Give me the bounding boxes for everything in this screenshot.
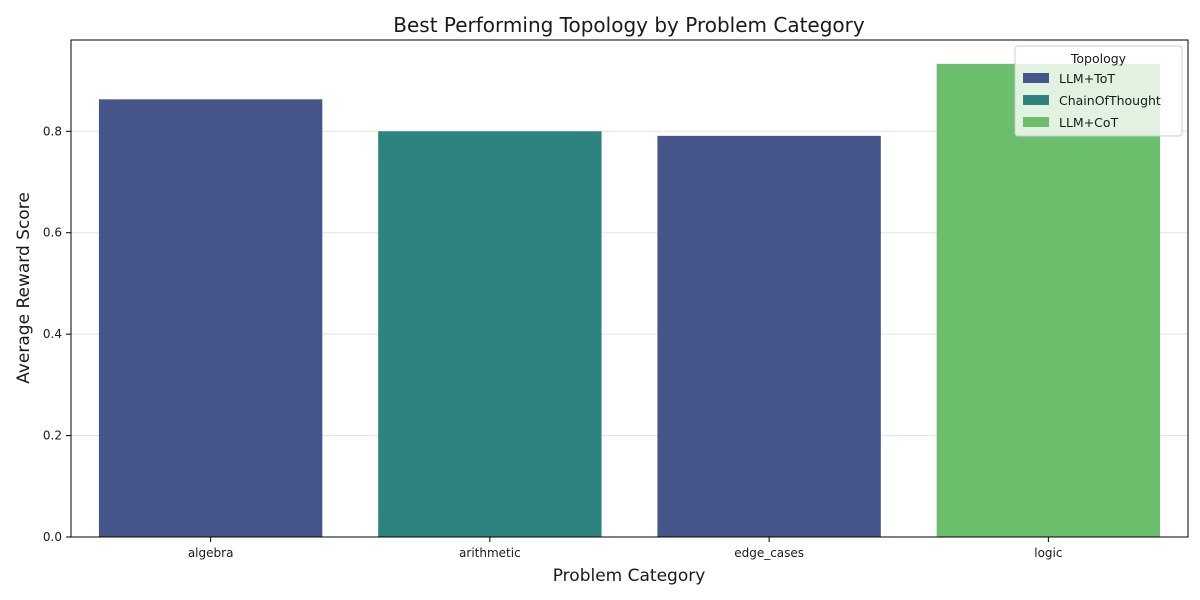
legend-label: LLM+ToT (1059, 71, 1115, 86)
legend-swatch (1023, 95, 1049, 105)
bar-logic (936, 63, 1161, 537)
x-tick-label: logic (1034, 546, 1062, 560)
legend-label: LLM+CoT (1059, 115, 1119, 130)
y-tick-label: 0.8 (43, 124, 62, 138)
plot-frame (70, 39, 1189, 538)
bar-algebra (98, 99, 323, 537)
legend: Topology LLM+ToT ChainOfThought LLM+CoT (1014, 45, 1183, 137)
legend-box (1014, 45, 1183, 137)
x-tick-label: algebra (188, 546, 234, 560)
chart-title: Best Performing Topology by Problem Cate… (393, 13, 865, 37)
x-tick-label: arithmetic (459, 546, 521, 560)
legend-title: Topology (1070, 51, 1127, 66)
bar-edge-cases (657, 135, 881, 537)
bars (98, 63, 1161, 538)
y-tick-label: 0.2 (43, 429, 62, 443)
legend-swatch (1023, 117, 1049, 127)
y-tick-label: 0.6 (43, 226, 62, 240)
x-axis: algebra arithmetic edge_cases logic (188, 537, 1062, 560)
bar-arithmetic (378, 131, 602, 538)
x-axis-label: Problem Category (553, 566, 706, 586)
y-tick-label: 0.0 (43, 530, 62, 544)
y-axis: 0.0 0.2 0.4 0.6 0.8 (43, 124, 71, 544)
y-tick-label: 0.4 (43, 327, 62, 341)
x-tick-label: edge_cases (734, 546, 804, 560)
legend-swatch (1023, 73, 1049, 83)
legend-label: ChainOfThought (1059, 93, 1161, 108)
y-axis-label: Average Reward Score (14, 192, 34, 384)
